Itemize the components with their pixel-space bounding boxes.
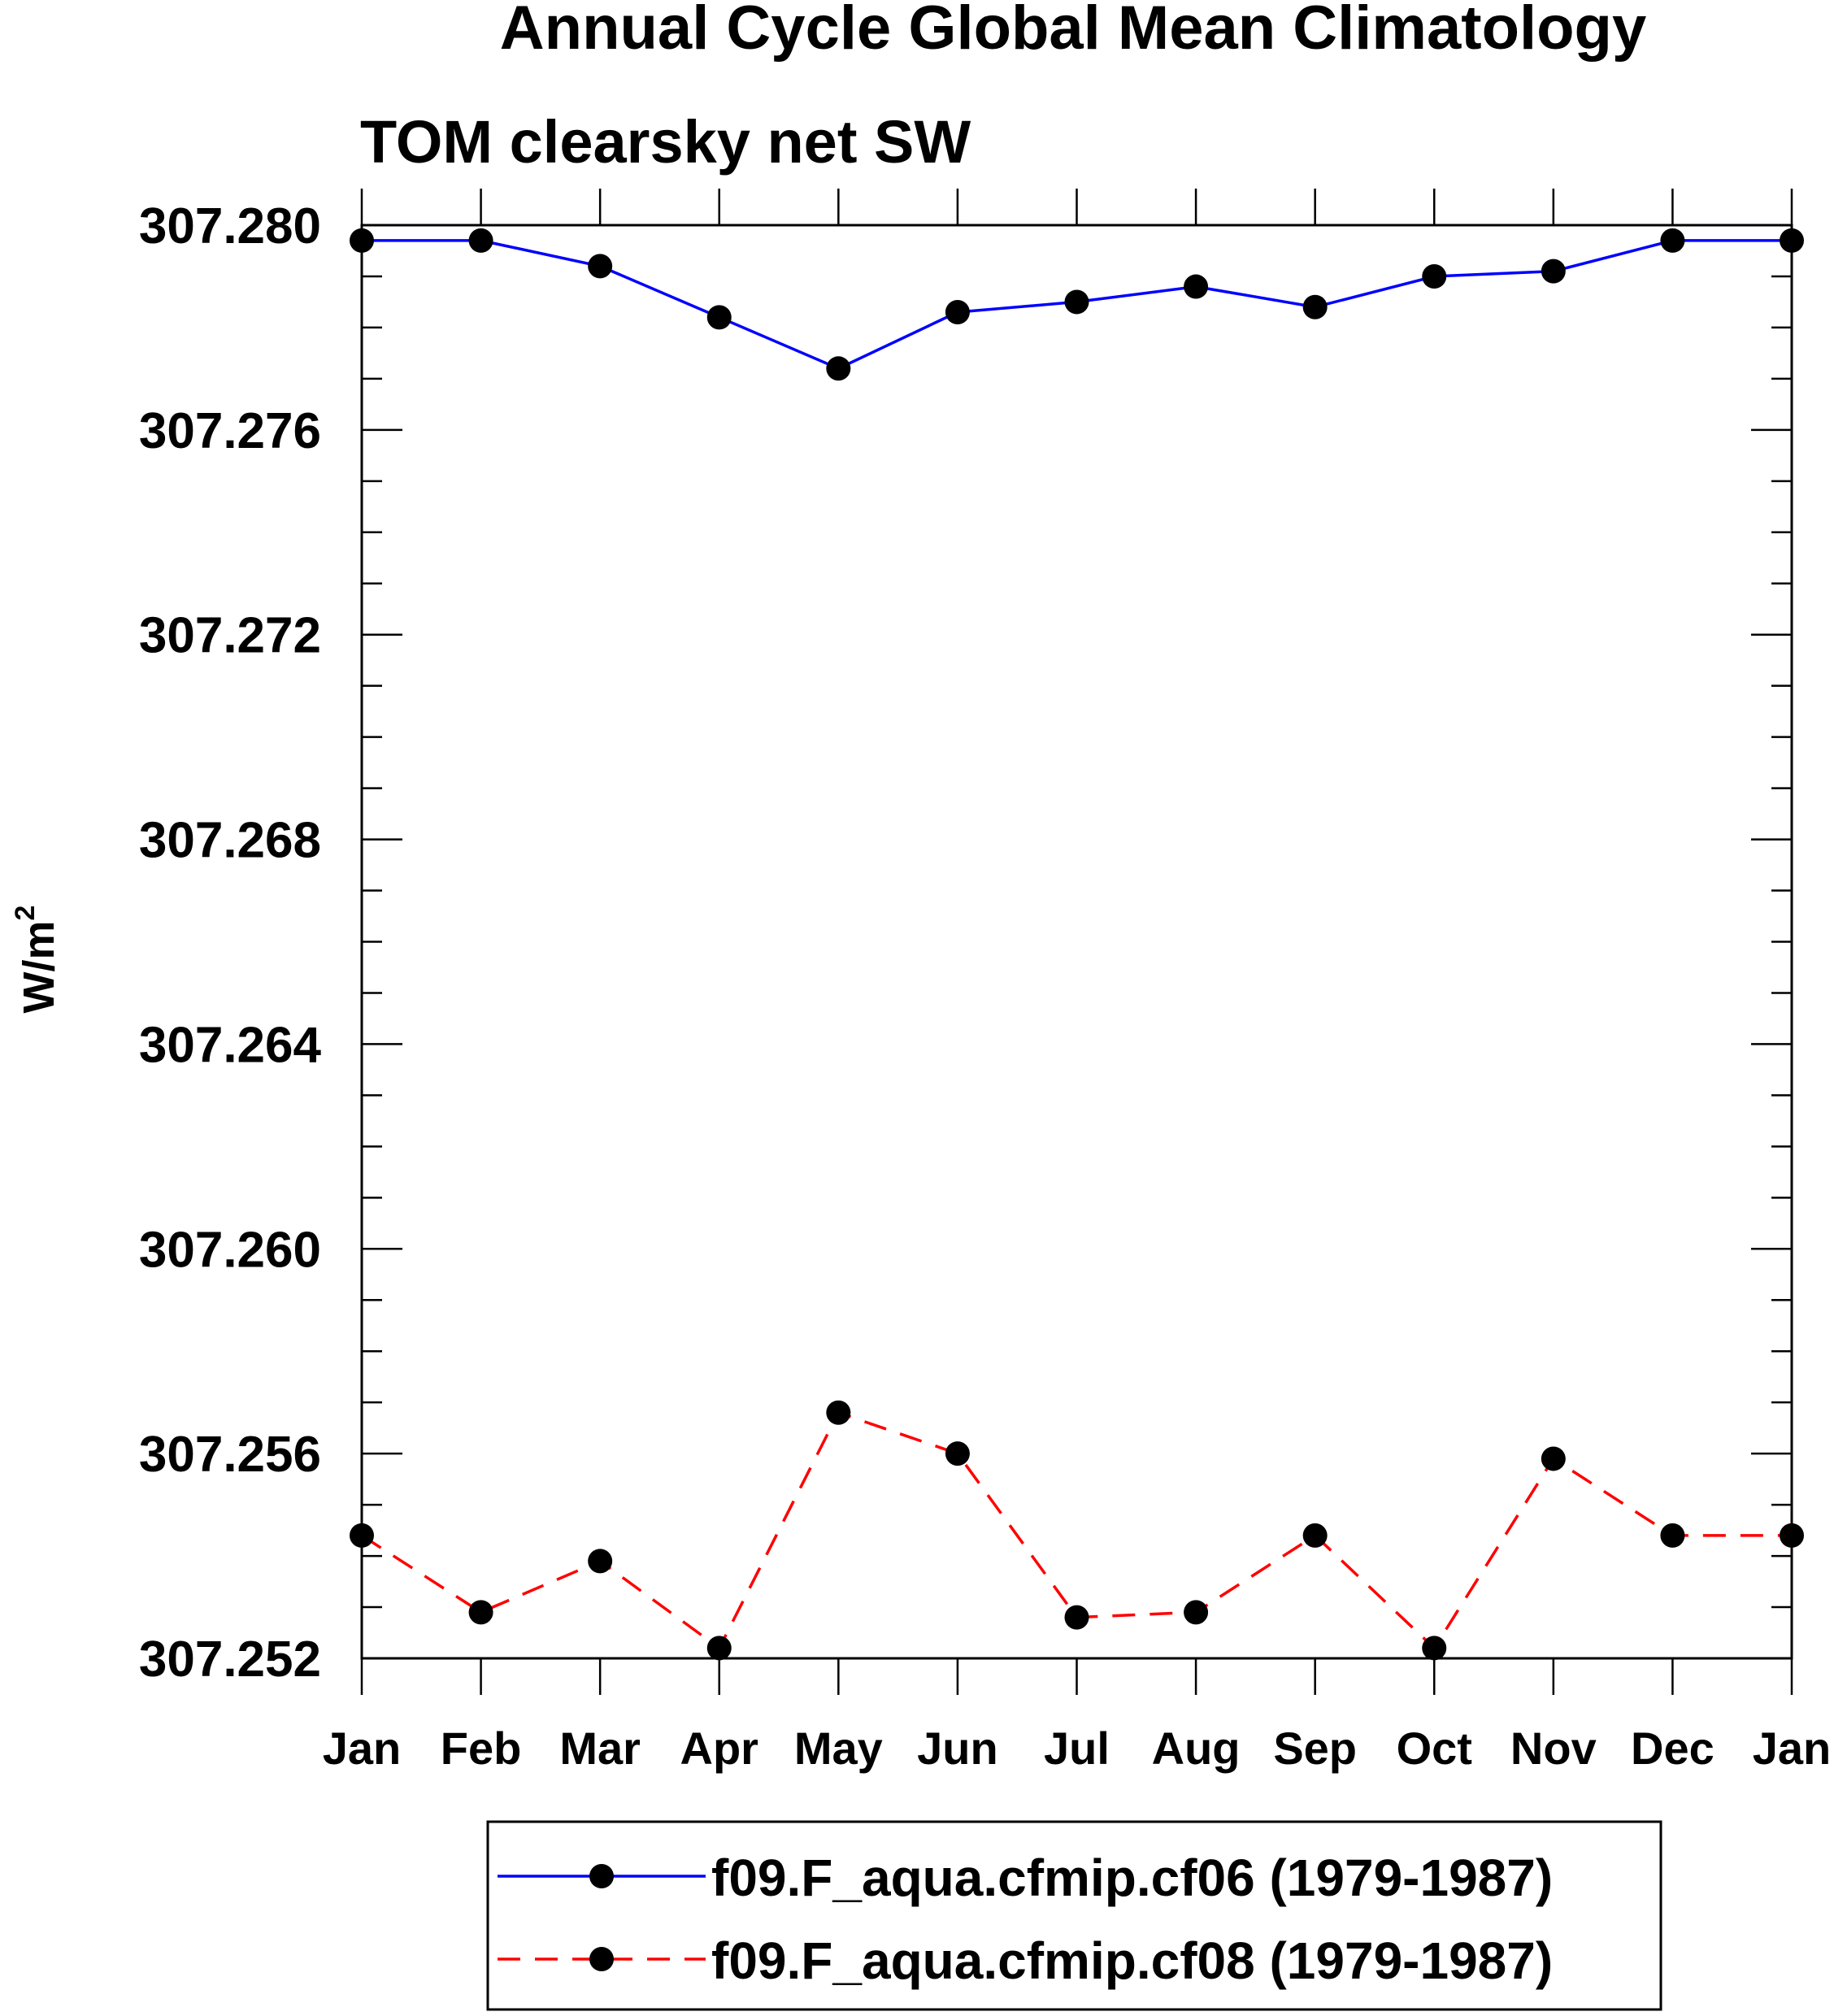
data-point	[468, 1600, 493, 1625]
series-2	[350, 1400, 1804, 1661]
chart-subtitle: TOM clearsky net SW	[360, 108, 971, 176]
data-point	[1541, 1446, 1566, 1471]
y-axis-ticks	[362, 224, 1792, 1660]
y-tick-label: 307.272	[139, 608, 321, 664]
series-1	[350, 228, 1804, 381]
data-point	[706, 1636, 732, 1661]
x-tick-label: May	[794, 1723, 883, 1774]
data-point	[1660, 1523, 1685, 1548]
data-point	[468, 228, 493, 253]
x-tick-label: Apr	[680, 1723, 758, 1774]
data-point	[826, 356, 851, 381]
data-point	[1302, 1523, 1328, 1548]
plot-frame	[360, 224, 1793, 1660]
data-point	[1184, 274, 1209, 299]
data-point	[1541, 259, 1566, 284]
x-tick-label: Mar	[559, 1723, 641, 1774]
y-axis-label-superscript: 2	[10, 906, 41, 921]
y-tick-label: 307.268	[139, 813, 321, 869]
legend-box	[486, 1820, 1662, 2011]
x-tick-label: Jan	[1753, 1723, 1832, 1774]
x-tick-label: Aug	[1152, 1723, 1241, 1774]
legend-marker	[589, 1864, 614, 1888]
x-tick-label: Sep	[1273, 1723, 1357, 1774]
chart-title: Annual Cycle Global Mean Climatology	[500, 0, 1646, 63]
data-point	[945, 1441, 970, 1466]
legend-entry-1: f09.F_aqua.cfmip.cf06 (1979-1987)	[498, 1849, 1553, 1907]
y-tick-label: 307.256	[139, 1427, 321, 1483]
x-tick-label: Feb	[441, 1723, 522, 1774]
data-point	[706, 305, 732, 330]
data-point	[1064, 1605, 1089, 1630]
data-series	[350, 228, 1804, 1661]
x-axis-tick-labels: Jan Feb Mar Apr May Jun Jul Aug Sep Oct Nov Dec Jan	[323, 1723, 1832, 1774]
y-tick-label: 307.260	[139, 1222, 321, 1278]
x-tick-label: Jul	[1044, 1723, 1110, 1774]
data-point	[826, 1400, 851, 1425]
y-axis-label: W/m2	[10, 906, 63, 1014]
x-tick-label: Dec	[1631, 1723, 1714, 1774]
legend-entry-2: f09.F_aqua.cfmip.cf08 (1979-1987)	[498, 1931, 1553, 1990]
legend: f09.F_aqua.cfmip.cf06 (1979-1987) f09.F_a…	[486, 1820, 1662, 2011]
y-tick-label: 307.276	[139, 403, 321, 459]
x-tick-label: Jun	[917, 1723, 998, 1774]
x-tick-label: Oct	[1397, 1723, 1472, 1774]
data-point	[350, 228, 374, 253]
x-tick-label: Jan	[323, 1723, 402, 1774]
y-tick-label: 307.280	[139, 198, 321, 254]
data-point	[588, 254, 613, 279]
data-point	[1422, 1636, 1447, 1661]
legend-marker	[589, 1947, 614, 1971]
data-point	[945, 300, 970, 325]
y-axis-tick-labels: 307.280 307.276 307.272 307.268 307.264 307.2…	[139, 198, 322, 1688]
legend-label: f09.F_aqua.cfmip.cf08 (1979-1987)	[711, 1931, 1553, 1990]
data-point	[1422, 263, 1447, 289]
data-point	[588, 1549, 613, 1574]
x-axis-ticks	[360, 189, 1793, 1695]
data-point	[1064, 289, 1089, 315]
y-axis-label-text: W/m	[15, 920, 63, 1013]
data-point	[350, 1523, 374, 1548]
data-point	[1302, 294, 1328, 319]
data-point	[1780, 1523, 1804, 1548]
legend-label: f09.F_aqua.cfmip.cf06 (1979-1987)	[711, 1849, 1553, 1907]
data-point	[1660, 228, 1685, 253]
y-tick-label: 307.252	[139, 1631, 321, 1688]
y-tick-label: 307.264	[139, 1017, 322, 1073]
data-point	[1184, 1600, 1209, 1625]
data-point	[1780, 228, 1804, 253]
x-tick-label: Nov	[1510, 1723, 1597, 1774]
